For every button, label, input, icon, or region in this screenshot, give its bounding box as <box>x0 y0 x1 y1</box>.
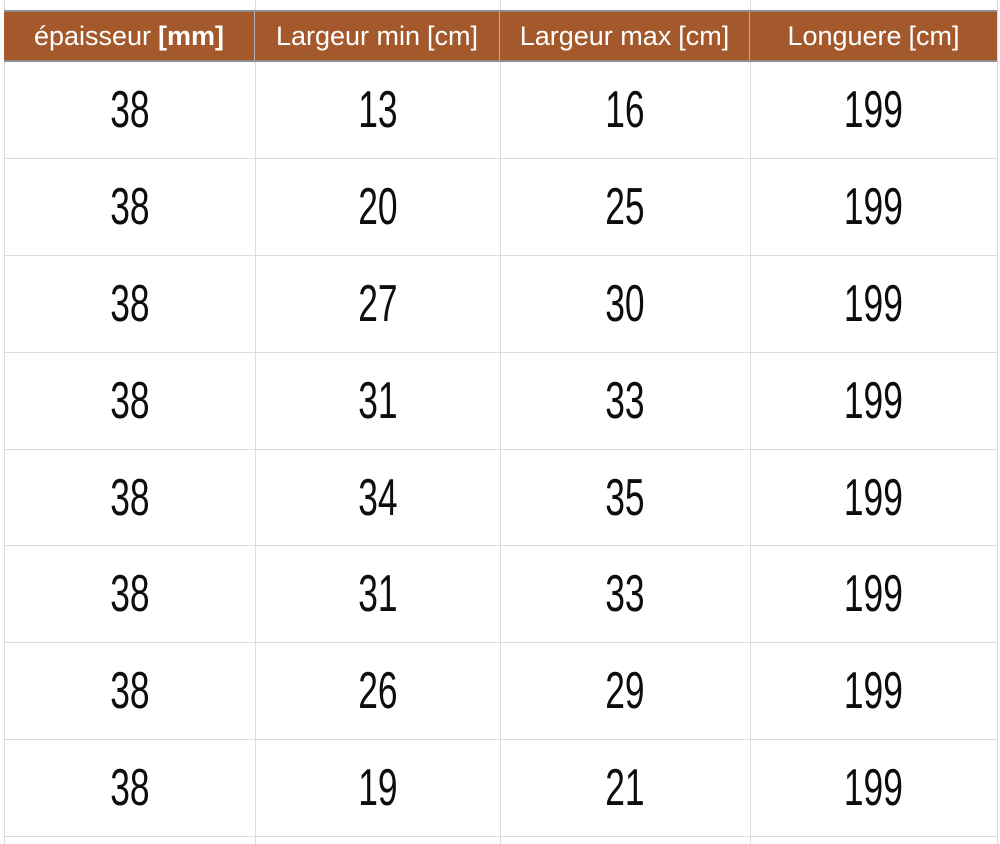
cell-value: 21 <box>605 759 645 818</box>
column-header-label: Longuere <box>787 20 902 51</box>
cell-value: 33 <box>605 565 645 624</box>
column-header-largeur-min-cm[interactable]: Largeur min [cm] <box>255 12 500 60</box>
table-cell[interactable]: 19 <box>255 740 500 836</box>
cell-value: 38 <box>109 177 150 236</box>
table-cell[interactable]: 38 <box>4 62 255 158</box>
column-header-label: épaisseur <box>33 20 152 51</box>
table-cell[interactable]: 199 <box>750 353 997 449</box>
cell-value: 199 <box>843 759 903 818</box>
cell-value: 38 <box>109 565 150 624</box>
cell-value: 199 <box>843 177 903 236</box>
data-table: épaisseur [mm] Largeur min [cm] Largeur … <box>4 10 997 838</box>
column-header-label: Largeur max <box>519 20 672 51</box>
table-cell[interactable]: 27 <box>255 256 500 352</box>
cell-value: 38 <box>109 759 150 818</box>
cell-value: 199 <box>843 565 903 624</box>
cell-value: 13 <box>357 80 398 139</box>
table-cell[interactable]: 31 <box>255 546 500 642</box>
table-row: 38 31 33 199 <box>4 353 997 450</box>
cell-value: 38 <box>109 371 150 430</box>
table-cell[interactable]: 31 <box>255 353 500 449</box>
column-header-unit: [mm] <box>158 20 225 51</box>
cell-value: 38 <box>109 468 150 527</box>
cell-value: 31 <box>357 565 398 624</box>
table-cell[interactable]: 199 <box>750 450 997 546</box>
cell-value: 33 <box>605 371 645 430</box>
cell-value: 199 <box>843 468 903 527</box>
grid-vline <box>4 0 5 844</box>
table-body: 38 13 16 199 38 20 25 199 38 27 30 199 3… <box>4 62 997 838</box>
grid-vline <box>750 0 751 844</box>
table-cell[interactable]: 33 <box>500 546 750 642</box>
column-header-label: Largeur min <box>275 20 421 51</box>
cell-value: 38 <box>109 274 150 333</box>
table-row: 38 13 16 199 <box>4 62 997 159</box>
cell-value: 25 <box>605 177 645 236</box>
table-cell[interactable]: 33 <box>500 353 750 449</box>
table-cell[interactable]: 38 <box>4 159 255 255</box>
cell-value: 34 <box>357 468 398 527</box>
table-row: 38 20 25 199 <box>4 159 997 256</box>
column-header-unit: [cm] <box>908 20 960 51</box>
cell-value: 30 <box>605 274 645 333</box>
table-row: 38 26 29 199 <box>4 643 997 741</box>
cell-value: 35 <box>605 468 645 527</box>
cell-value: 199 <box>843 274 903 333</box>
table-cell[interactable]: 199 <box>750 546 997 642</box>
cell-value: 27 <box>357 274 398 333</box>
table-cell[interactable]: 38 <box>4 450 255 546</box>
table-cell[interactable]: 38 <box>4 740 255 836</box>
cell-value: 31 <box>357 371 398 430</box>
table-cell[interactable]: 38 <box>4 546 255 642</box>
cell-value: 38 <box>109 662 150 721</box>
cell-value: 19 <box>357 759 398 818</box>
table-cell[interactable]: 26 <box>255 643 500 739</box>
grid-vline <box>997 0 998 844</box>
column-header-unit: [cm] <box>678 20 730 51</box>
table-cell[interactable]: 38 <box>4 353 255 449</box>
column-header-epaisseur-mm[interactable]: épaisseur [mm] <box>4 12 255 60</box>
grid-vline <box>500 0 501 844</box>
table-cell[interactable]: 199 <box>750 159 997 255</box>
table-header-row: épaisseur [mm] Largeur min [cm] Largeur … <box>4 10 997 62</box>
table-cell[interactable]: 199 <box>750 256 997 352</box>
column-header-largeur-max-cm[interactable]: Largeur max [cm] <box>500 12 750 60</box>
table-row: 38 31 33 199 <box>4 546 997 644</box>
table-cell[interactable]: 38 <box>4 256 255 352</box>
cell-value: 20 <box>357 177 398 236</box>
table-cell[interactable]: 38 <box>4 643 255 739</box>
table-cell[interactable]: 16 <box>500 62 750 158</box>
column-header-longuere-cm[interactable]: Longuere [cm] <box>750 12 997 60</box>
cell-value: 38 <box>109 80 150 139</box>
table-cell[interactable]: 30 <box>500 256 750 352</box>
table-cell[interactable]: 199 <box>750 740 997 836</box>
table-cell[interactable]: 21 <box>500 740 750 836</box>
table-row: 38 27 30 199 <box>4 256 997 353</box>
table-cell[interactable]: 25 <box>500 159 750 255</box>
cell-value: 16 <box>605 80 645 139</box>
cell-value: 199 <box>843 371 903 430</box>
table-row: 38 19 21 199 <box>4 740 997 838</box>
table-cell[interactable]: 20 <box>255 159 500 255</box>
table-cell[interactable]: 35 <box>500 450 750 546</box>
table-cell[interactable]: 13 <box>255 62 500 158</box>
cell-value: 199 <box>843 80 903 139</box>
cell-value: 199 <box>843 662 903 721</box>
grid-vline <box>255 0 256 844</box>
cell-value: 29 <box>605 662 645 721</box>
table-row: 38 34 35 199 <box>4 450 997 547</box>
table-cell[interactable]: 29 <box>500 643 750 739</box>
table-cell[interactable]: 199 <box>750 62 997 158</box>
column-header-unit: [cm] <box>427 20 479 51</box>
table-cell[interactable]: 199 <box>750 643 997 739</box>
table-cell[interactable]: 34 <box>255 450 500 546</box>
cell-value: 26 <box>357 662 398 721</box>
